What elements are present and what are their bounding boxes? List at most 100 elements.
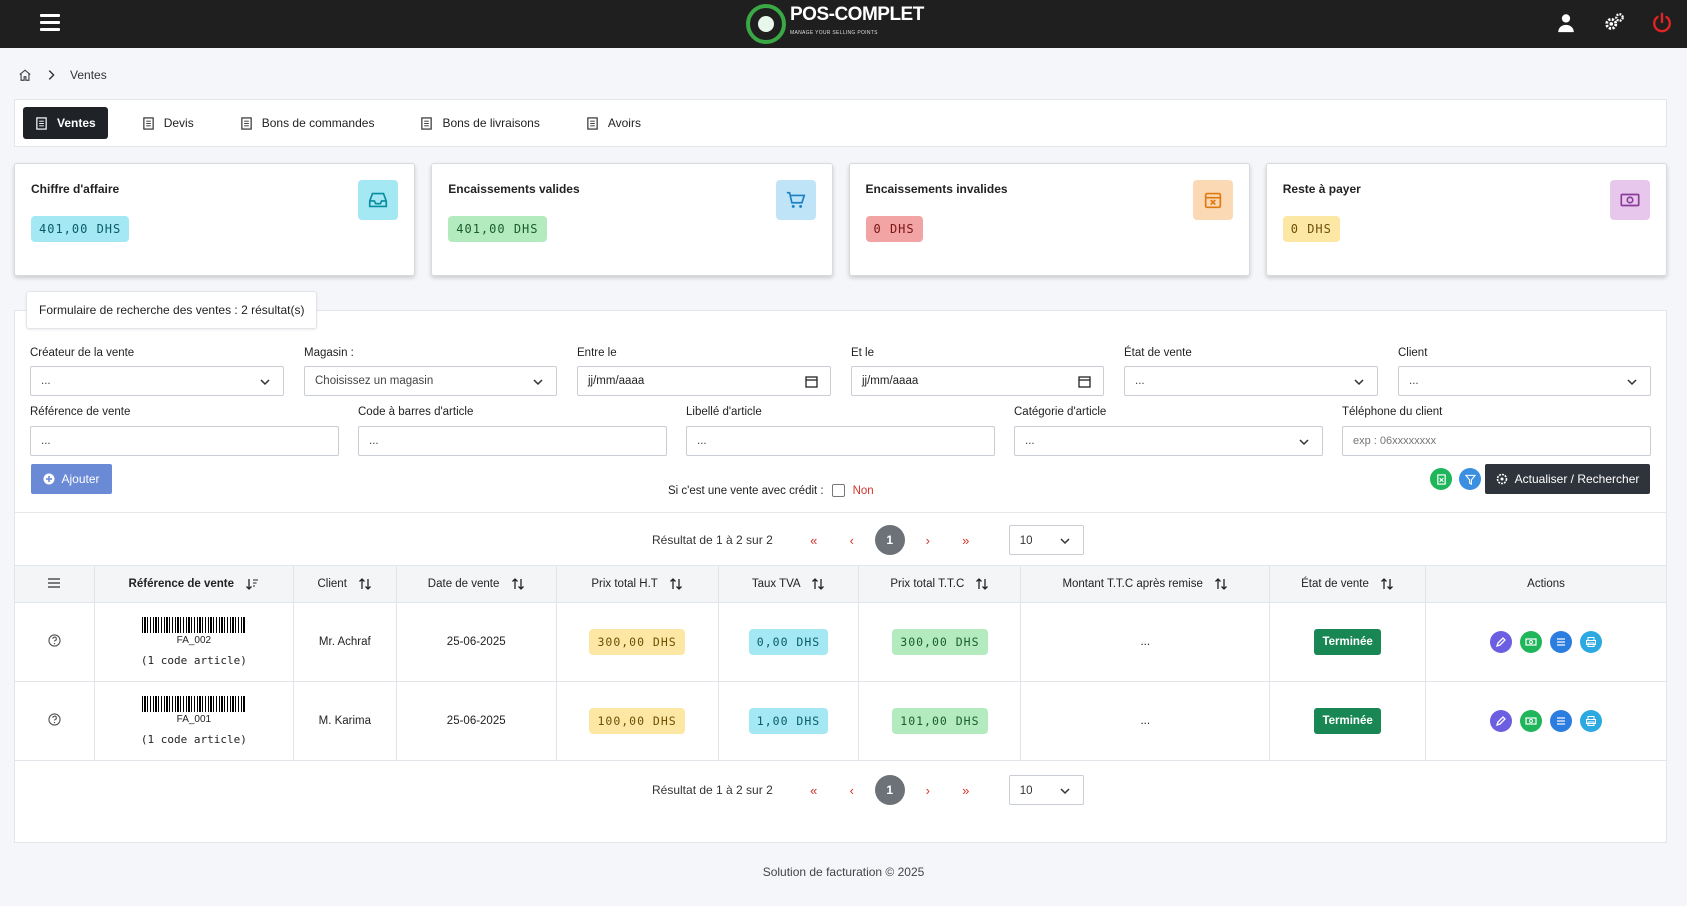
entre-value: jj/mm/aaaa bbox=[588, 375, 645, 387]
createur-select[interactable]: ... bbox=[30, 366, 284, 396]
header-ref[interactable]: Référence de vente bbox=[93, 565, 294, 603]
last-page-button[interactable]: » bbox=[962, 532, 970, 548]
column-toggle[interactable] bbox=[14, 565, 95, 603]
etat-select[interactable]: ... bbox=[1124, 366, 1378, 396]
refresh-search-button[interactable]: Actualiser / Rechercher bbox=[1485, 464, 1650, 494]
details-icon[interactable] bbox=[1550, 710, 1573, 732]
categorie-value: ... bbox=[1025, 435, 1035, 447]
chevron-down-icon bbox=[533, 379, 543, 386]
chevron-down-icon bbox=[1060, 788, 1070, 795]
sort-icon[interactable] bbox=[669, 577, 683, 591]
sort-icon[interactable] bbox=[975, 577, 989, 591]
tab-bons-de-livraisons[interactable]: Bons de livraisons bbox=[408, 107, 551, 139]
barcode-image bbox=[141, 617, 246, 633]
brand-logo[interactable]: POS-COMPLET MANAGE YOUR SELLING POINTS bbox=[746, 3, 924, 45]
cash-icon bbox=[1610, 180, 1650, 220]
tab-ventes[interactable]: Ventes bbox=[23, 107, 108, 139]
libelle-label: Libellé d'article bbox=[686, 406, 762, 418]
refresh-icon bbox=[1496, 473, 1507, 485]
calendar-icon[interactable] bbox=[805, 375, 818, 388]
etat-value: ... bbox=[1135, 375, 1145, 387]
first-page-button[interactable]: « bbox=[810, 782, 818, 798]
tab-bons-de-commandes[interactable]: Bons de commandes bbox=[228, 107, 387, 139]
card-reste-a-payer: Reste à payer 0 DHS bbox=[1265, 163, 1667, 276]
sort-icon[interactable] bbox=[511, 577, 525, 591]
settings-gears-icon[interactable] bbox=[1603, 12, 1625, 34]
per-page-value: 10 bbox=[1019, 535, 1033, 547]
add-button[interactable]: Ajouter bbox=[31, 464, 112, 494]
credit-filter: Si c'est une vente avec crédit : Non bbox=[668, 484, 874, 497]
edit-icon[interactable] bbox=[1490, 710, 1513, 732]
export-excel-icon[interactable] bbox=[1430, 468, 1452, 490]
payment-icon[interactable] bbox=[1520, 631, 1543, 653]
print-icon[interactable] bbox=[1580, 631, 1603, 653]
next-page-button[interactable]: › bbox=[925, 782, 930, 798]
page-1-button[interactable]: 1 bbox=[874, 775, 905, 805]
details-icon[interactable] bbox=[1550, 631, 1573, 653]
reference-input[interactable]: ... bbox=[30, 426, 339, 456]
tab-devis[interactable]: Devis bbox=[130, 107, 206, 139]
per-page-select[interactable]: 10 bbox=[1008, 525, 1084, 555]
header-etat[interactable]: État de vente bbox=[1269, 565, 1427, 603]
sort-icon[interactable] bbox=[1380, 577, 1394, 591]
magasin-select[interactable]: Choisissez un magasin bbox=[304, 366, 557, 396]
credit-label: Si c'est une vente avec crédit : bbox=[668, 484, 824, 497]
card-value: 0 DHS bbox=[1282, 216, 1340, 242]
article-count: (1 code article) bbox=[140, 654, 247, 667]
etle-date-input[interactable]: jj/mm/aaaa bbox=[851, 366, 1104, 396]
header-client[interactable]: Client bbox=[292, 565, 397, 603]
sort-desc-icon[interactable] bbox=[245, 577, 259, 591]
divider bbox=[14, 512, 1667, 513]
per-page-select[interactable]: 10 bbox=[1008, 775, 1084, 805]
client-select[interactable]: ... bbox=[1398, 366, 1651, 396]
clear-filter-icon[interactable] bbox=[1459, 468, 1481, 490]
search-form-title: Formulaire de recherche des ventes : 2 r… bbox=[26, 291, 318, 329]
home-icon[interactable] bbox=[18, 68, 32, 82]
tab-avoirs[interactable]: Avoirs bbox=[574, 107, 653, 139]
edit-icon[interactable] bbox=[1490, 631, 1513, 653]
card-value: 401,00 DHS bbox=[448, 216, 547, 242]
remise-cell: ... bbox=[1020, 602, 1271, 682]
sort-icon[interactable] bbox=[1214, 577, 1228, 591]
header-date[interactable]: Date de vente bbox=[395, 565, 557, 603]
telephone-input[interactable] bbox=[1342, 426, 1651, 456]
credit-checkbox[interactable] bbox=[831, 484, 845, 497]
last-page-button[interactable]: » bbox=[962, 782, 970, 798]
table-row: FA_001 (1 code article) M. Karima 25-06-… bbox=[14, 681, 1667, 761]
payment-icon[interactable] bbox=[1520, 710, 1543, 732]
user-icon[interactable] bbox=[1555, 12, 1577, 34]
breadcrumb: Ventes bbox=[18, 68, 107, 82]
list-icon[interactable] bbox=[47, 577, 61, 589]
power-icon[interactable] bbox=[1651, 12, 1673, 34]
sale-reference: FA_002 bbox=[176, 635, 212, 646]
tab-label: Avoirs bbox=[607, 116, 641, 130]
print-icon[interactable] bbox=[1580, 710, 1603, 732]
card-title: Encaissements valides bbox=[448, 182, 580, 196]
card-value: 0 DHS bbox=[865, 216, 923, 242]
per-page-value: 10 bbox=[1019, 785, 1033, 797]
pagination-top: Résultat de 1 à 2 sur 2 « ‹ 1 › » 10 bbox=[652, 525, 1084, 555]
prev-page-button[interactable]: ‹ bbox=[849, 782, 854, 798]
tab-label: Bons de commandes bbox=[261, 116, 375, 130]
sort-icon[interactable] bbox=[811, 577, 825, 591]
sales-table: Référence de vente Client Date de vente … bbox=[14, 565, 1667, 761]
entre-date-input[interactable]: jj/mm/aaaa bbox=[577, 366, 831, 396]
codebarres-input[interactable]: ... bbox=[358, 426, 667, 456]
header-ttc[interactable]: Prix total T.T.C bbox=[858, 565, 1022, 603]
pagination-bottom: Résultat de 1 à 2 sur 2 « ‹ 1 › » 10 bbox=[652, 775, 1084, 805]
page-1-button[interactable]: 1 bbox=[874, 525, 905, 555]
header-tva[interactable]: Taux TVA bbox=[717, 565, 860, 603]
categorie-select[interactable]: ... bbox=[1014, 426, 1323, 456]
header-remise[interactable]: Montant T.T.C après remise bbox=[1020, 565, 1271, 603]
etle-label: Et le bbox=[851, 347, 875, 359]
prev-page-button[interactable]: ‹ bbox=[849, 532, 854, 548]
first-page-button[interactable]: « bbox=[810, 532, 818, 548]
help-circle-icon[interactable] bbox=[48, 634, 61, 647]
calendar-icon[interactable] bbox=[1078, 375, 1091, 388]
next-page-button[interactable]: › bbox=[925, 532, 930, 548]
libelle-input[interactable]: ... bbox=[686, 426, 995, 456]
header-ht[interactable]: Prix total H.T bbox=[555, 565, 719, 603]
menu-icon[interactable] bbox=[40, 14, 60, 32]
help-circle-icon[interactable] bbox=[48, 713, 61, 726]
sort-icon[interactable] bbox=[358, 577, 372, 591]
